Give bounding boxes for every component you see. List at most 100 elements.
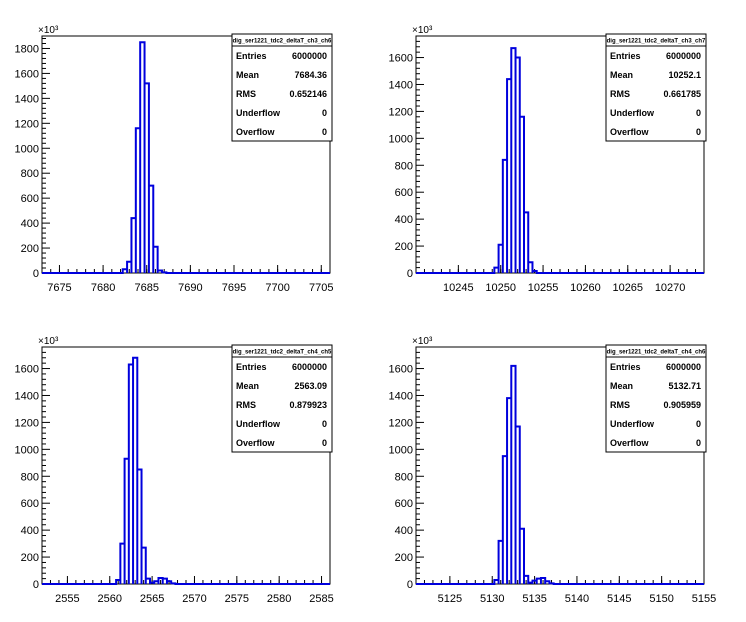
stat-label: RMS bbox=[610, 400, 630, 410]
histogram-bin bbox=[494, 268, 498, 273]
stat-label: RMS bbox=[236, 89, 256, 99]
y-tick-label: 600 bbox=[21, 193, 39, 205]
stat-label: Entries bbox=[236, 362, 267, 372]
stat-label: Overflow bbox=[610, 127, 650, 137]
stat-value: 0 bbox=[322, 419, 327, 429]
histogram-title: dig_ser1221_tdc2_deltaT_ch4_ch5 bbox=[233, 350, 332, 356]
histogram-bin bbox=[131, 218, 135, 273]
histogram-line bbox=[42, 356, 330, 585]
x-tick-label: 7680 bbox=[91, 282, 115, 294]
histogram-bin bbox=[516, 58, 520, 273]
y-multiplier-label: ×10³ bbox=[412, 25, 433, 36]
x-tick-label: 2570 bbox=[182, 593, 206, 605]
histogram-bin bbox=[129, 365, 133, 584]
histogram-bin bbox=[507, 398, 511, 584]
histogram-bin bbox=[528, 583, 532, 584]
x-tick-label: 5125 bbox=[438, 593, 462, 605]
y-tick-label: 800 bbox=[21, 471, 39, 483]
histogram-bin bbox=[524, 212, 528, 273]
histogram-bin bbox=[127, 262, 131, 273]
y-tick-label: 800 bbox=[395, 160, 413, 172]
stats-box-frame bbox=[605, 33, 707, 142]
x-tick-label: 7685 bbox=[134, 282, 158, 294]
stats-box: dig_ser1221_tdc2_deltaT_ch4_ch5 Entries 60… bbox=[231, 344, 333, 453]
histogram-bin bbox=[153, 247, 157, 273]
histogram-bin bbox=[145, 83, 149, 273]
y-multiplier-label: ×10³ bbox=[38, 25, 59, 36]
y-tick-label: 200 bbox=[395, 241, 413, 253]
histogram-bin bbox=[154, 581, 158, 584]
stat-value: 0.652146 bbox=[289, 89, 327, 99]
y-multiplier-label: ×10³ bbox=[412, 336, 433, 347]
histogram-bin bbox=[142, 548, 146, 584]
stat-label: Underflow bbox=[610, 108, 655, 118]
stat-label: Entries bbox=[610, 51, 641, 61]
stat-label: Entries bbox=[236, 51, 267, 61]
x-tick-label: 2560 bbox=[98, 593, 122, 605]
y-tick-label: 1600 bbox=[15, 68, 39, 80]
y-tick-label: 1200 bbox=[389, 417, 413, 429]
x-tick-label: 5145 bbox=[607, 593, 631, 605]
stat-value: 6000000 bbox=[666, 51, 701, 61]
histogram-line bbox=[42, 41, 330, 274]
stat-value: 2563.09 bbox=[294, 381, 327, 391]
x-tick-label: 2555 bbox=[55, 593, 79, 605]
stat-label: Mean bbox=[236, 381, 259, 391]
stat-label: Underflow bbox=[236, 419, 281, 429]
histogram-bin bbox=[511, 48, 515, 273]
y-tick-label: 600 bbox=[21, 498, 39, 510]
y-tick-label: 400 bbox=[21, 525, 39, 537]
histogram-bin bbox=[549, 583, 553, 584]
x-tick-label: 7700 bbox=[265, 282, 289, 294]
stat-value: 0 bbox=[322, 108, 327, 118]
y-tick-label: 200 bbox=[21, 552, 39, 564]
histogram-bin bbox=[158, 578, 162, 584]
y-tick-label: 1600 bbox=[389, 53, 413, 65]
x-tick-label: 2580 bbox=[267, 593, 291, 605]
stat-value: 0 bbox=[696, 127, 701, 137]
stat-label: Mean bbox=[610, 381, 633, 391]
x-tick-label: 7705 bbox=[309, 282, 333, 294]
histogram-bin bbox=[133, 358, 137, 584]
histogram-panel-3: 0 200 400 600 800 1000 1200 1400 1600 2555 2560 256… bbox=[15, 336, 334, 605]
histogram-bin bbox=[171, 583, 175, 584]
y-tick-label: 200 bbox=[21, 243, 39, 255]
y-tick-label: 0 bbox=[407, 579, 413, 591]
histogram-bin bbox=[528, 262, 532, 273]
stat-value: 7684.36 bbox=[294, 70, 327, 80]
histogram-line bbox=[416, 47, 704, 274]
stat-label: Entries bbox=[610, 362, 641, 372]
stat-value: 0 bbox=[696, 419, 701, 429]
x-tick-label: 5150 bbox=[649, 593, 673, 605]
histogram-bin bbox=[499, 541, 503, 584]
histogram-bin bbox=[503, 160, 507, 273]
stat-value: 0 bbox=[696, 438, 701, 448]
y-tick-label: 1000 bbox=[15, 143, 39, 155]
y-tick-label: 0 bbox=[33, 268, 39, 280]
stat-value: 10252.1 bbox=[668, 70, 701, 80]
x-tick-label: 2585 bbox=[309, 593, 333, 605]
y-tick-label: 1400 bbox=[15, 390, 39, 402]
stat-label: Underflow bbox=[236, 108, 281, 118]
histogram-title: dig_ser1221_tdc2_deltaT_ch4_ch6 bbox=[607, 350, 706, 356]
histogram-bin bbox=[545, 581, 549, 584]
y-tick-label: 400 bbox=[395, 525, 413, 537]
stat-label: Mean bbox=[236, 70, 259, 80]
histogram-bin bbox=[137, 470, 141, 584]
y-tick-label: 200 bbox=[395, 552, 413, 564]
y-tick-label: 1000 bbox=[389, 444, 413, 456]
y-tick-label: 1800 bbox=[15, 43, 39, 55]
histogram-bin bbox=[520, 529, 524, 584]
stat-value: 6000000 bbox=[292, 51, 327, 61]
y-tick-label: 1200 bbox=[389, 106, 413, 118]
stat-value: 0.879923 bbox=[289, 400, 327, 410]
histogram-bin bbox=[511, 366, 515, 584]
histogram-panel-2: 0 200 400 600 800 1000 1200 1400 1600 10245 10250 1… bbox=[389, 25, 707, 294]
y-tick-label: 1600 bbox=[389, 364, 413, 376]
x-tick-label: 5140 bbox=[565, 593, 589, 605]
histogram-bin bbox=[120, 544, 124, 584]
x-tick-label: 10245 bbox=[443, 282, 474, 294]
histogram-bin bbox=[116, 580, 120, 584]
y-tick-label: 600 bbox=[395, 498, 413, 510]
